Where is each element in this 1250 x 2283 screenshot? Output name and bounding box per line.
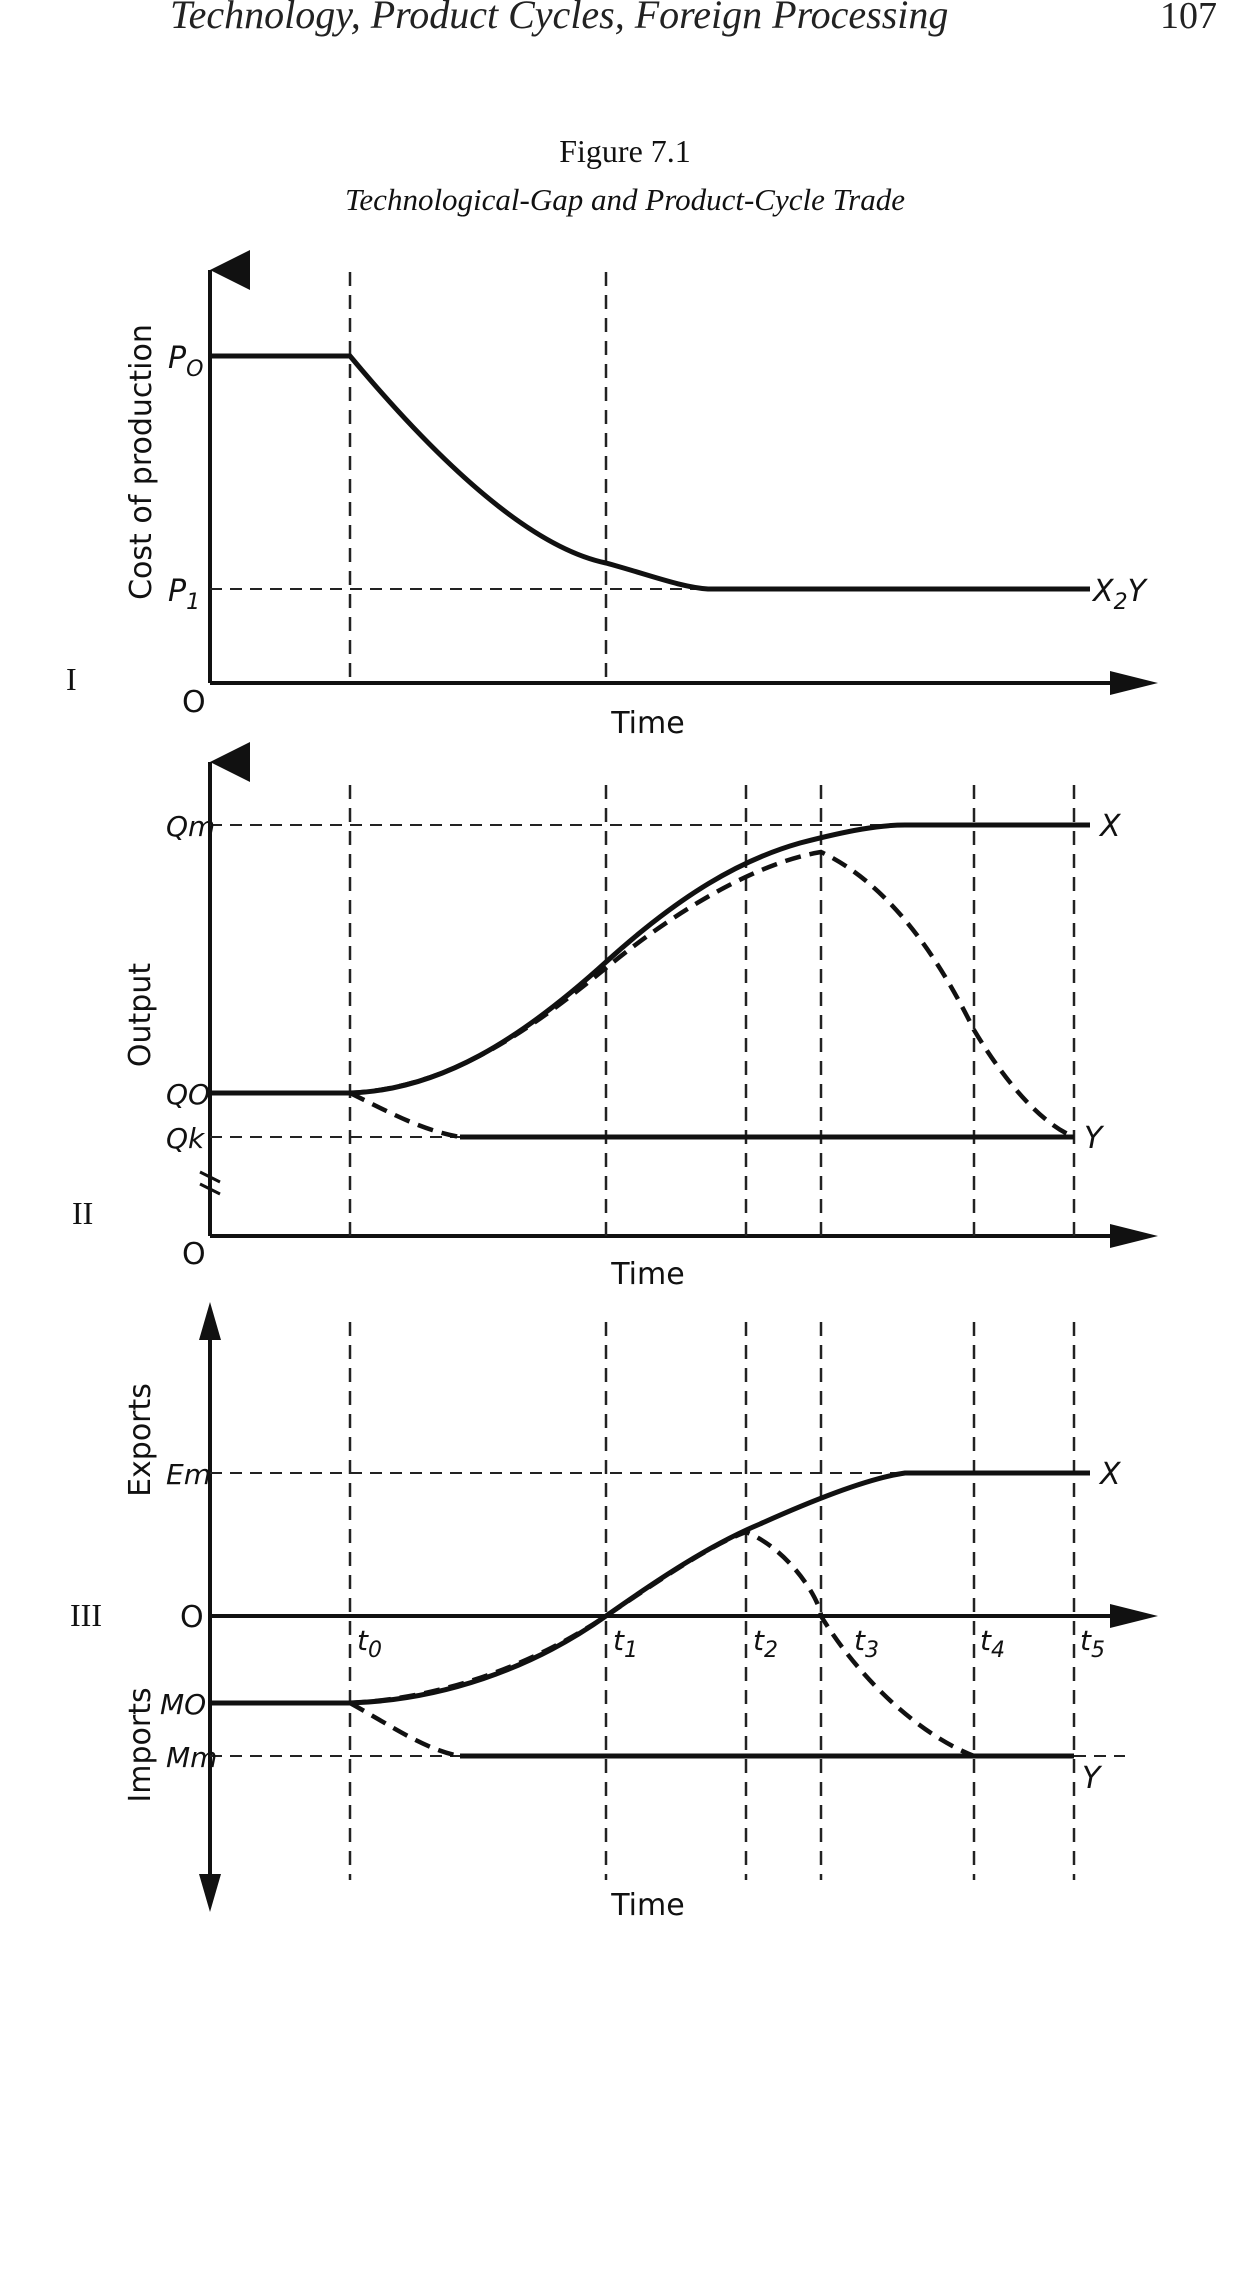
panel-ii-roman: II (72, 1195, 93, 1231)
panel-i-p0-label: PO (168, 341, 203, 382)
panel-iii-y-arrow-down (199, 1874, 221, 1912)
panel-i: Cost of production PO P1 X2Y I O Time (66, 250, 1158, 741)
panel-iii-tick-t0: t0 (357, 1624, 382, 1663)
panel-ii-curve-label-y: Y (1084, 1121, 1105, 1156)
panel-iii-roman: III (70, 1597, 102, 1633)
panel-iii-tick-t2: t2 (753, 1624, 778, 1663)
panel-ii-origin: O (182, 1237, 206, 1272)
panel-iii-ylabel-imports: Imports (123, 1687, 158, 1802)
panel-ii-qk-label: Qk (166, 1122, 206, 1155)
panel-iii-em-label: Em (166, 1458, 211, 1491)
figure-caption: Technological-Gap and Product-Cycle Trad… (345, 182, 905, 217)
panel-iii-mm-label: Mm (166, 1741, 217, 1774)
panel-i-ylabel: Cost of production (124, 324, 159, 600)
page-number: 107 (1160, 0, 1217, 37)
panel-iii-curve-dashed (349, 1529, 975, 1759)
panel-iii-curve-label-y: Y (1082, 1761, 1103, 1796)
panel-ii-curve-y-dip (349, 1090, 461, 1140)
panel-iii-curve-y-dip (348, 1701, 461, 1759)
running-header-title: Technology, Product Cycles, Foreign Proc… (170, 0, 948, 37)
panel-iii: Exports Imports Em MO Mm O III X Y t0 t1… (70, 1302, 1158, 1923)
panel-ii-qo-label: QO (166, 1078, 210, 1111)
panel-ii-curve-label-x: X (1098, 809, 1122, 844)
panel-ii-curve-x (210, 822, 1090, 1096)
figure-label: Figure 7.1 (559, 133, 691, 169)
panel-iii-origin: O (180, 1600, 204, 1635)
panel-iii-x-arrow (1110, 1604, 1158, 1628)
panel-iii-xlabel: Time (610, 1888, 684, 1923)
panel-i-xlabel: Time (610, 706, 684, 741)
panel-i-curve-label: X2Y (1091, 574, 1149, 615)
panel-ii: Output Qm QO Qk X Y II O Time (72, 742, 1158, 1292)
panel-iii-tick-t3: t3 (854, 1624, 879, 1663)
panel-iii-tick-t5: t5 (1080, 1624, 1105, 1663)
panel-iii-ylabel-exports: Exports (123, 1383, 158, 1497)
panel-iii-y-arrow-up (199, 1302, 221, 1340)
panel-iii-mo-label: MO (160, 1688, 206, 1721)
panel-ii-axis-break (199, 1170, 221, 1196)
panel-i-origin: O (182, 685, 206, 720)
panel-i-cost-curve (210, 353, 1090, 592)
panel-i-x-arrow (1110, 671, 1158, 695)
panel-i-p1-label: P1 (168, 574, 200, 615)
panel-iii-tick-t4: t4 (980, 1624, 1005, 1663)
panel-ii-ylabel: Output (123, 963, 158, 1067)
panel-i-roman: I (66, 661, 77, 697)
panel-iii-tick-t1: t1 (613, 1624, 638, 1663)
panel-ii-x-arrow (1110, 1224, 1158, 1248)
panel-ii-qm-label: Qm (166, 810, 215, 843)
panel-iii-curve-label-x: X (1098, 1457, 1122, 1492)
panel-ii-curve-dashed (349, 849, 1075, 1140)
panel-ii-xlabel: Time (610, 1257, 684, 1292)
